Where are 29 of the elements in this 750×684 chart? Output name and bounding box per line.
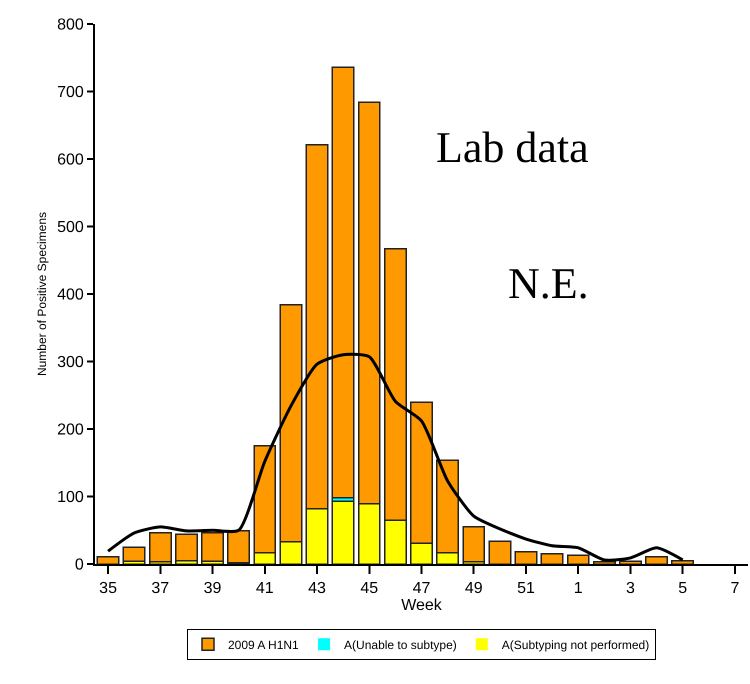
x-tick-label: 45 (360, 580, 378, 598)
annotation: N.E. (508, 259, 589, 308)
x-tick-label: 51 (517, 580, 535, 598)
annotation: Lab data (436, 123, 589, 172)
y-tick-label: 400 (57, 286, 84, 304)
x-tick-label: 39 (204, 580, 222, 598)
x-tick-label: 7 (730, 580, 740, 598)
y-tick-label: 0 (74, 556, 84, 574)
legend-label: A(Subtyping not performed) (502, 638, 650, 652)
y-tick-label: 800 (57, 16, 84, 34)
x-tick-label: 47 (412, 580, 430, 598)
x-tick-label: 3 (626, 580, 636, 598)
x-tick-label: 41 (256, 580, 274, 598)
y-tick-label: 100 (57, 489, 84, 506)
y-axis-title: Number of Positive Specimens (34, 212, 49, 376)
x-tick-label: 5 (678, 580, 688, 598)
legend-label: A(Unable to subtype) (344, 638, 457, 652)
y-tick-label: 600 (57, 152, 84, 169)
x-tick-label: 43 (308, 580, 326, 598)
x-tick-label: 37 (151, 580, 170, 598)
x-tick-label: 1 (574, 580, 583, 598)
x-axis-title: Week (401, 597, 443, 614)
y-tick-label: 500 (57, 219, 84, 236)
x-tick-label: 49 (464, 580, 483, 598)
legend-label: 2009 A H1N1 (228, 638, 300, 652)
y-tick-label: 200 (57, 422, 84, 439)
x-tick-label: 35 (99, 580, 118, 598)
y-tick-label: 700 (57, 84, 84, 102)
y-tick-label: 300 (57, 354, 84, 372)
